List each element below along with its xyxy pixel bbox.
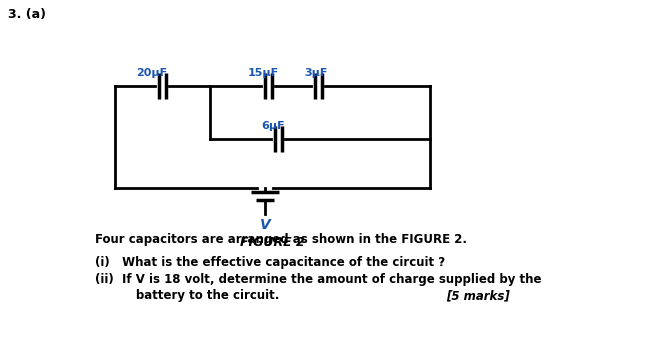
Text: 3. (a): 3. (a) bbox=[8, 8, 46, 21]
Text: 3μF: 3μF bbox=[304, 68, 328, 78]
Text: 15μF: 15μF bbox=[247, 68, 279, 78]
Text: 20μF: 20μF bbox=[136, 68, 167, 78]
Text: [5 marks]: [5 marks] bbox=[446, 289, 510, 302]
Text: battery to the circuit.: battery to the circuit. bbox=[107, 289, 279, 302]
Text: V: V bbox=[260, 218, 270, 232]
Text: (ii)  If V is 18 volt, determine the amount of charge supplied by the: (ii) If V is 18 volt, determine the amou… bbox=[95, 273, 541, 286]
Text: (i)   What is the effective capacitance of the circuit ?: (i) What is the effective capacitance of… bbox=[95, 256, 445, 269]
Text: 6μF: 6μF bbox=[261, 121, 285, 131]
Text: FIGURE 2: FIGURE 2 bbox=[240, 236, 305, 249]
Text: Four capacitors are arranged as shown in the FIGURE 2.: Four capacitors are arranged as shown in… bbox=[95, 233, 467, 246]
